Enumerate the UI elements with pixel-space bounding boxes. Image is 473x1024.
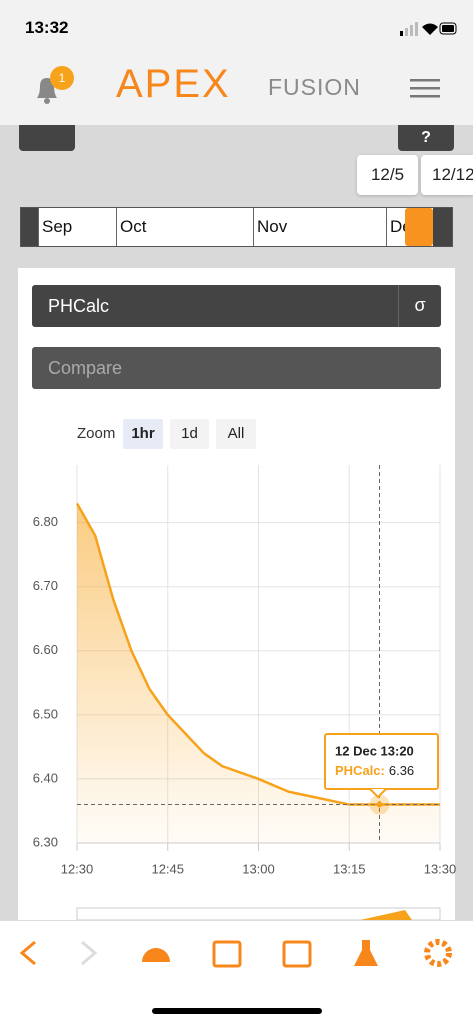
dashboard-button[interactable]: [19, 125, 75, 151]
area: [77, 503, 440, 843]
help-button[interactable]: ?: [398, 125, 454, 151]
logo-sub: FUSION: [268, 74, 361, 100]
y-tick-label: 6.30: [33, 834, 58, 849]
x-tick-label: 13:30: [424, 861, 457, 876]
tooltip-body: PHCalc: 6.36: [335, 763, 414, 778]
date-marker[interactable]: 12/5: [357, 155, 418, 195]
log-icon[interactable]: [282, 940, 312, 968]
menu-button[interactable]: [410, 78, 442, 100]
tooltip: [324, 733, 439, 790]
y-tick-label: 6.70: [33, 578, 58, 593]
month: Nov: [253, 208, 386, 246]
settings-icon[interactable]: [424, 939, 452, 967]
calendar-icon[interactable]: [212, 940, 242, 968]
nav-icons: [19, 939, 452, 1014]
tooltip-pointer: [369, 788, 387, 799]
x-tick-label: 13:00: [242, 861, 275, 876]
y-tick-label: 6.80: [33, 514, 58, 529]
logo: APEX: [116, 62, 231, 106]
y-tick-label: 6.50: [33, 706, 58, 721]
forward-icon[interactable]: [81, 940, 98, 966]
tooltip-label: PHCalc:: [335, 763, 385, 778]
tooltip-value: 6.36: [389, 763, 414, 778]
date-marker[interactable]: 12/12: [421, 155, 473, 195]
hover-point: [376, 801, 383, 808]
month: Oct: [116, 208, 253, 246]
timeline-right[interactable]: [433, 208, 452, 246]
dashboard-icon[interactable]: [142, 948, 170, 962]
timeline-left[interactable]: [21, 208, 38, 246]
sigma-button[interactable]: σ: [398, 285, 441, 327]
y-tick-label: 6.60: [33, 642, 58, 657]
status-time: 13:32: [25, 18, 69, 37]
x-tick-label: 12:45: [151, 861, 184, 876]
bottom-nav: [0, 920, 473, 1024]
zoom-label: Zoom: [77, 425, 116, 442]
timeline[interactable]: Sep Oct Nov De: [20, 207, 453, 247]
status-icons: [400, 22, 457, 36]
home-indicator: [152, 1008, 322, 1014]
timeline-handle[interactable]: [405, 208, 433, 246]
notification-badge: 1: [50, 66, 74, 90]
zoom-button[interactable]: All: [216, 419, 256, 449]
lab-icon[interactable]: [354, 940, 378, 966]
month: Sep: [38, 208, 116, 246]
zoom-button[interactable]: 1hr: [123, 419, 163, 449]
zoom-button[interactable]: 1d: [170, 419, 209, 449]
parameter-select[interactable]: PHCalc: [32, 285, 441, 327]
navigator-area: [360, 910, 412, 920]
x-tick-label: 12:30: [61, 861, 94, 876]
y-tick-label: 6.40: [33, 770, 58, 785]
header: [0, 0, 473, 125]
x-tick-label: 13:15: [333, 861, 366, 876]
tooltip-header: 12 Dec 13:20: [335, 743, 414, 758]
compare-select[interactable]: Compare: [32, 347, 441, 389]
back-icon[interactable]: [19, 940, 36, 966]
